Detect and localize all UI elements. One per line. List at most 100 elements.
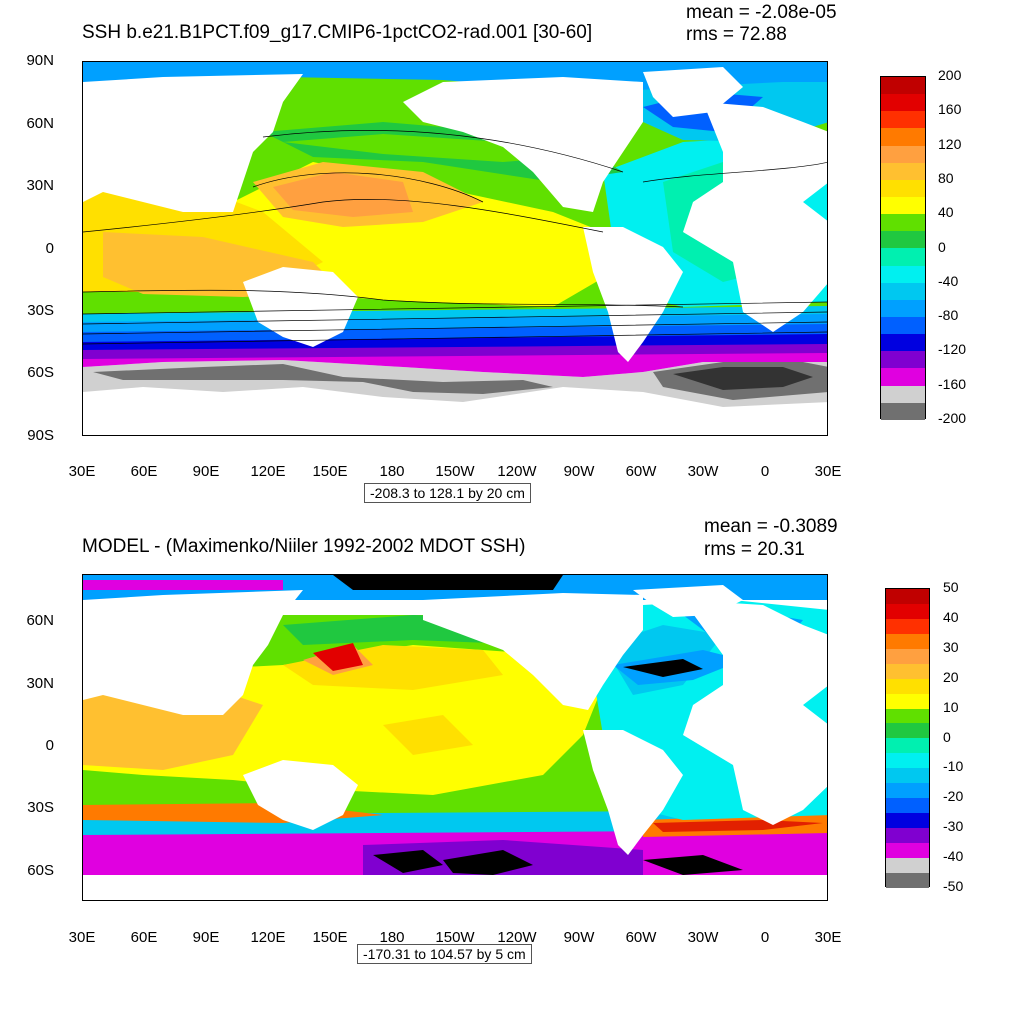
top-map-field — [83, 62, 827, 435]
top-map — [82, 61, 828, 436]
bottom-colorbar-label: 30 — [943, 638, 959, 655]
bottom-lon-label: 30E — [68, 929, 96, 946]
top-colorbar-swatch — [881, 214, 925, 232]
top-colorbar-swatch — [881, 145, 925, 163]
bottom-lat-label: 60N — [26, 612, 54, 629]
top-lon-label: 90W — [563, 463, 595, 480]
top-colorbar-label: 160 — [938, 101, 962, 118]
top-lon-label: 0 — [760, 463, 770, 480]
bottom-lon-label: 180 — [379, 929, 405, 946]
top-colorbar-label: -160 — [938, 375, 967, 392]
top-lat-label: 60S — [27, 364, 54, 381]
bottom-mean-stat: mean = -0.3089 — [704, 516, 838, 537]
bottom-colorbar-swatch — [886, 813, 929, 828]
bottom-lon-label: 0 — [760, 929, 770, 946]
top-colorbar-label: 120 — [938, 135, 962, 152]
top-colorbar — [880, 76, 926, 420]
top-lon-label: 60W — [625, 463, 657, 480]
top-colorbar-label: -80 — [938, 307, 959, 324]
bottom-lat-label: 60S — [27, 862, 54, 879]
bottom-colorbar-swatch — [886, 768, 929, 784]
bottom-colorbar-label: -20 — [943, 788, 964, 805]
bottom-colorbar-swatch — [886, 857, 929, 873]
top-colorbar-swatch — [881, 248, 925, 266]
top-colorbar-label: -120 — [938, 341, 967, 358]
top-lon-label: 60E — [130, 463, 158, 480]
bottom-colorbar-swatch — [886, 589, 929, 604]
top-colorbar-label: 200 — [938, 67, 962, 83]
bottom-colorbar-swatch — [886, 872, 929, 888]
top-contour-range: -208.3 to 128.1 by 20 cm — [364, 483, 531, 503]
top-colorbar-swatch — [881, 368, 925, 386]
bottom-colorbar-swatch — [886, 648, 929, 664]
bottom-colorbar-label: -40 — [943, 848, 964, 865]
bottom-lon-label: 150E — [312, 929, 348, 946]
top-lon-label: 150E — [312, 463, 348, 480]
top-lon-label: 30E — [814, 463, 842, 480]
bottom-colorbar-label: 40 — [943, 608, 959, 625]
bottom-lon-label: 60E — [130, 929, 158, 946]
top-colorbar-swatch — [881, 334, 925, 352]
top-colorbar-swatch — [881, 282, 925, 300]
bottom-colorbar-swatch — [886, 753, 929, 769]
top-lat-label: 0 — [45, 240, 54, 257]
bottom-lon-label: 120W — [497, 929, 537, 946]
bottom-colorbar-swatch — [886, 663, 929, 679]
bottom-colorbar-swatch — [886, 693, 929, 709]
bottom-lon-label: 30W — [687, 929, 719, 946]
bottom-colorbar-label: -10 — [943, 758, 964, 775]
top-colorbar-swatch — [881, 402, 925, 420]
bottom-colorbar-swatch — [886, 783, 929, 799]
top-colorbar-swatch — [881, 162, 925, 180]
bottom-colorbar — [885, 588, 930, 888]
bottom-lon-label: 90W — [563, 929, 595, 946]
bottom-colorbar-swatch — [886, 842, 929, 858]
top-lon-label: 150W — [435, 463, 475, 480]
bottom-lon-label: 90E — [192, 929, 220, 946]
top-map-title: SSH b.e21.B1PCT.f09_g17.CMIP6-1pctCO2-ra… — [82, 22, 593, 43]
top-colorbar-swatch — [881, 77, 925, 95]
bottom-colorbar-label: 50 — [943, 579, 959, 595]
top-rms-stat: rms = 72.88 — [686, 24, 787, 45]
bottom-map-field — [83, 575, 827, 900]
bottom-colorbar-label: -30 — [943, 818, 964, 835]
top-colorbar-swatch — [881, 231, 925, 249]
bottom-colorbar-swatch — [886, 708, 929, 724]
top-colorbar-swatch — [881, 128, 925, 146]
top-colorbar-label: -200 — [938, 410, 967, 426]
top-colorbar-swatch — [881, 351, 925, 369]
bottom-colorbar-label: 10 — [943, 698, 959, 715]
bottom-colorbar-label: -50 — [943, 878, 964, 894]
top-colorbar-label: 0 — [938, 238, 946, 255]
top-lat-label: 90S — [27, 427, 54, 444]
top-lon-label: 30E — [68, 463, 96, 480]
bottom-map — [82, 574, 828, 901]
top-colorbar-label: -40 — [938, 272, 959, 289]
top-colorbar-label: 80 — [938, 169, 954, 186]
bottom-rms-stat: rms = 20.31 — [704, 539, 805, 560]
bottom-contour-range: -170.31 to 104.57 by 5 cm — [357, 944, 532, 964]
bottom-colorbar-label: 20 — [943, 668, 959, 685]
bottom-colorbar-swatch — [886, 603, 929, 619]
top-colorbar-swatch — [881, 385, 925, 403]
top-colorbar-label: 40 — [938, 204, 954, 221]
top-colorbar-swatch — [881, 179, 925, 197]
bottom-colorbar-swatch — [886, 798, 929, 814]
top-lon-label: 180 — [379, 463, 405, 480]
bottom-map-title: MODEL - (Maximenko/Niiler 1992-2002 MDOT… — [82, 536, 526, 557]
top-lon-label: 120E — [250, 463, 286, 480]
top-lat-label: 30S — [27, 302, 54, 319]
top-lon-label: 120W — [497, 463, 537, 480]
bottom-colorbar-swatch — [886, 633, 929, 649]
top-colorbar-swatch — [881, 316, 925, 335]
top-colorbar-swatch — [881, 94, 925, 112]
bottom-lon-label: 30E — [814, 929, 842, 946]
top-lat-label: 60N — [26, 115, 54, 132]
bottom-colorbar-swatch — [886, 828, 929, 843]
bottom-lon-label: 150W — [435, 929, 475, 946]
top-colorbar-swatch — [881, 299, 925, 317]
bottom-colorbar-swatch — [886, 738, 929, 754]
top-mean-stat: mean = -2.08e-05 — [686, 2, 837, 23]
bottom-lon-label: 120E — [250, 929, 286, 946]
bottom-lat-label: 30S — [27, 799, 54, 816]
